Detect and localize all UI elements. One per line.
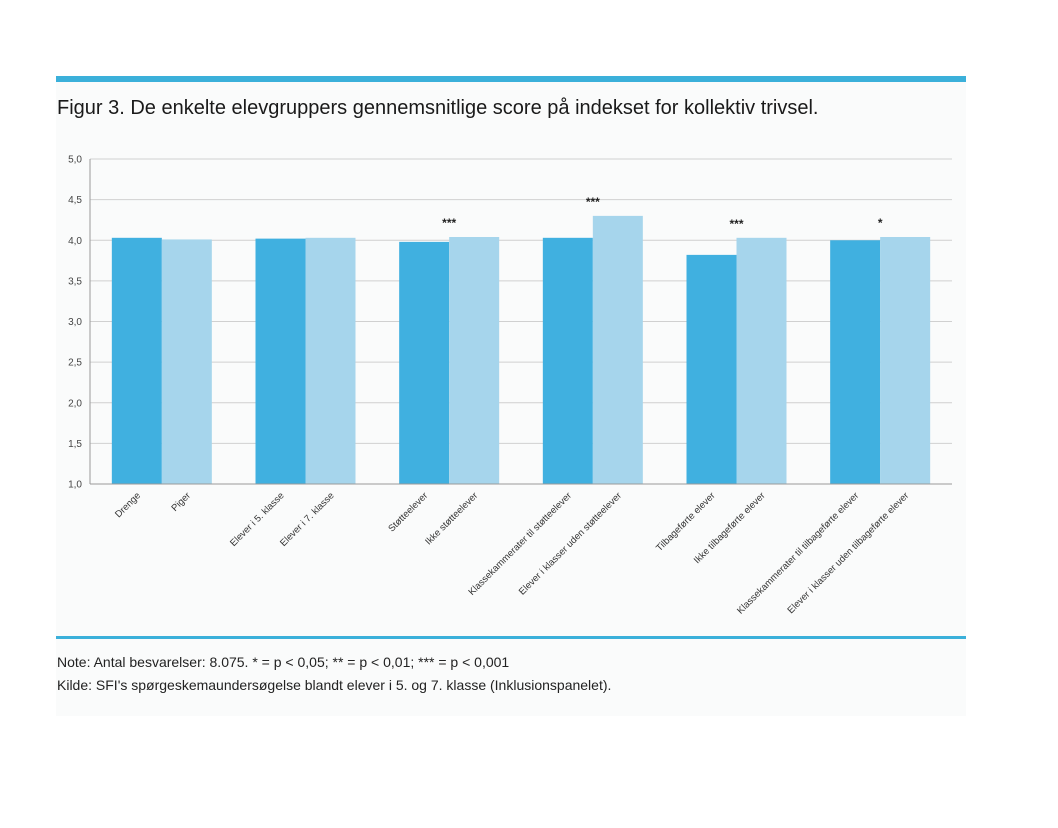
y-tick-label: 4,5 xyxy=(68,195,82,206)
bar xyxy=(305,237,356,484)
bar xyxy=(830,240,881,484)
figure-source: Kilde: SFI's spørgeskemaundersøgelse bla… xyxy=(57,677,612,693)
category-label: Elever i 7. klasse xyxy=(278,490,337,549)
bar xyxy=(255,238,306,484)
bar xyxy=(399,241,450,484)
category-label: Drenge xyxy=(113,490,143,520)
significance-label: * xyxy=(878,216,883,230)
category-label: Elever i klasser uden støtteelever xyxy=(517,490,624,597)
bar xyxy=(880,237,931,484)
bottom-rule xyxy=(56,636,966,639)
category-label: Piger xyxy=(169,490,192,513)
category-label: Klassekammerater til støtteelever xyxy=(466,490,573,597)
bar xyxy=(542,237,593,484)
y-tick-label: 1,0 xyxy=(68,480,82,491)
top-rule xyxy=(56,76,966,82)
y-tick-label: 2,0 xyxy=(68,398,82,409)
bar xyxy=(686,254,737,484)
bar xyxy=(592,215,643,484)
bar xyxy=(449,237,500,484)
y-tick-label: 3,5 xyxy=(68,276,82,287)
y-tick-label: 3,0 xyxy=(68,317,82,328)
y-tick-label: 5,0 xyxy=(68,155,82,166)
bar xyxy=(161,239,212,484)
significance-label: *** xyxy=(729,217,743,231)
y-tick-label: 2,5 xyxy=(68,358,82,369)
y-tick-label: 1,5 xyxy=(68,439,82,450)
category-label: Ikke støtteelever xyxy=(423,490,480,547)
significance-label: *** xyxy=(442,216,456,230)
figure-title: Figur 3. De enkelte elevgruppers gennems… xyxy=(57,97,819,119)
figure-note: Note: Antal besvarelser: 8.075. * = p < … xyxy=(57,654,510,670)
bar xyxy=(736,237,787,484)
significance-label: *** xyxy=(586,195,600,209)
bar-chart: 1,0 1,5 2,0 2,5 3,0 3,5 4,0 4,5 5,0 Drenge Piger El… xyxy=(68,155,952,616)
y-tick-label: 4,0 xyxy=(68,236,82,247)
bar xyxy=(111,237,162,484)
category-label: Støtteelever xyxy=(386,490,430,534)
